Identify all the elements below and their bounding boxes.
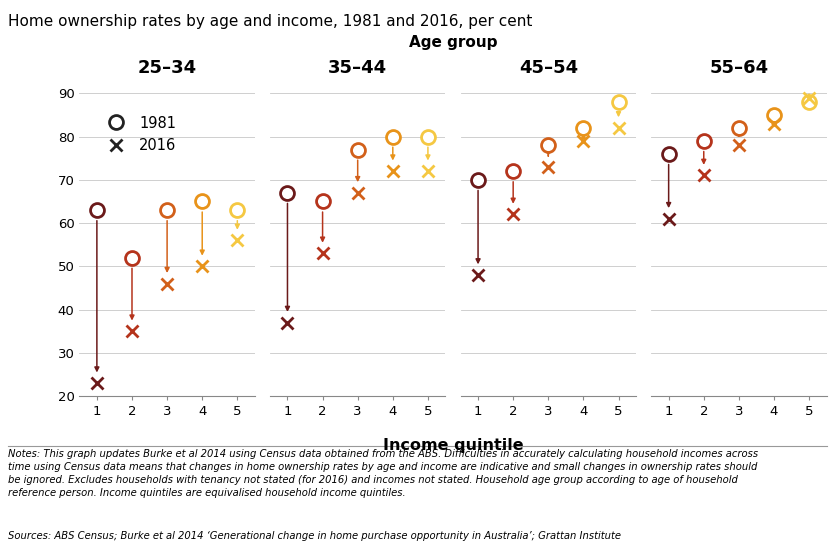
Legend: 1981, 2016: 1981, 2016: [95, 110, 182, 158]
Title: 25–34: 25–34: [138, 59, 197, 78]
Text: Age group: Age group: [409, 35, 497, 50]
Title: 45–54: 45–54: [519, 59, 578, 78]
Text: Income quintile: Income quintile: [382, 438, 524, 453]
Title: 55–64: 55–64: [709, 59, 768, 78]
Title: 35–44: 35–44: [328, 59, 387, 78]
Text: Notes: This graph updates Burke et al 2014 using Census data obtained from the A: Notes: This graph updates Burke et al 20…: [8, 449, 758, 499]
Text: Home ownership rates by age and income, 1981 and 2016, per cent: Home ownership rates by age and income, …: [8, 14, 533, 29]
Text: Sources: ABS Census; Burke et al 2014 ‘Generational change in home purchase oppo: Sources: ABS Census; Burke et al 2014 ‘G…: [8, 531, 621, 541]
